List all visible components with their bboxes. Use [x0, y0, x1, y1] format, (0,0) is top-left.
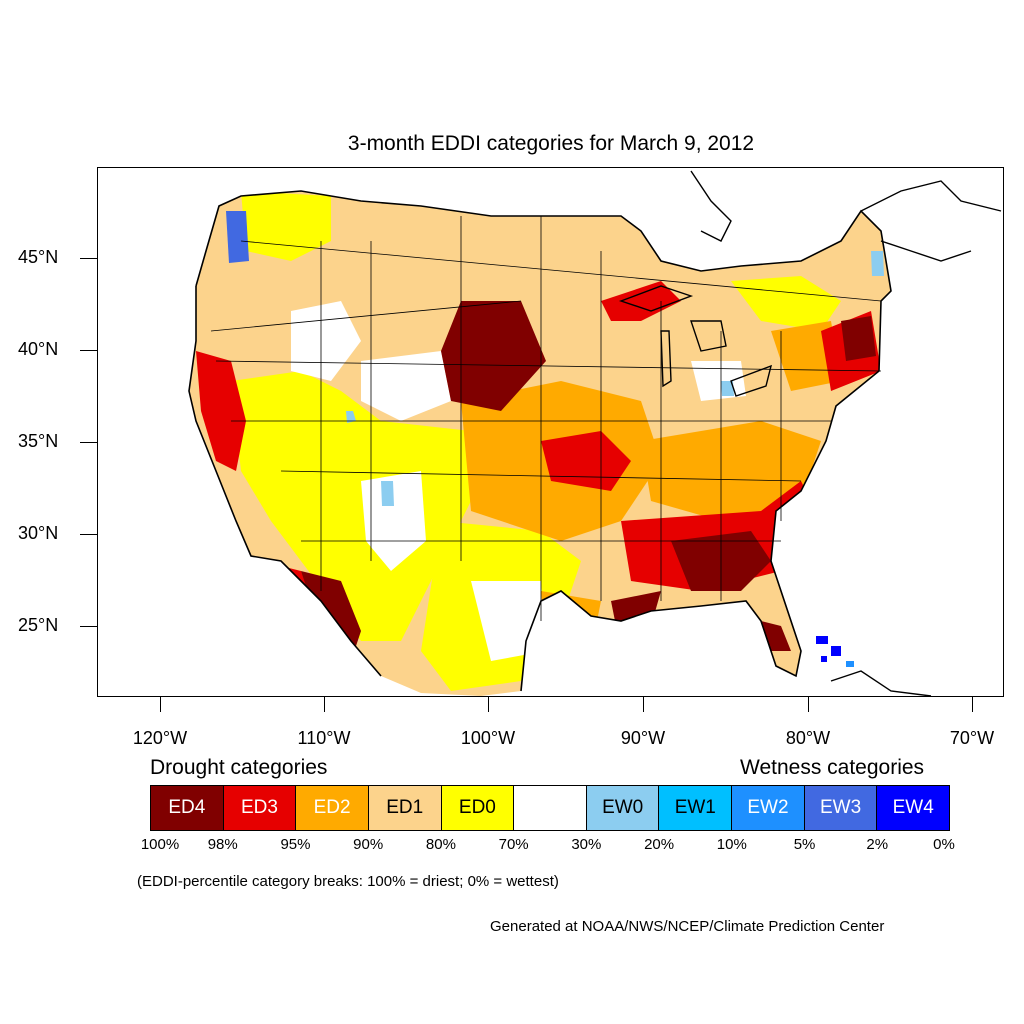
ed4-region-south-dakota — [441, 301, 546, 411]
lon-tick-120 — [160, 697, 161, 712]
lon-tick-90 — [643, 697, 644, 712]
legend-percentile-label: 20% — [644, 836, 675, 853]
legend-box-ed3: ED3 — [223, 786, 297, 830]
legend-box-ew3: EW3 — [804, 786, 878, 830]
legend-percentile-label: 10% — [716, 836, 747, 853]
legend-colorbar: ED4 ED3 ED2 ED1 ED0 EW0 EW1 EW2 EW3 EW4 — [150, 785, 950, 831]
lat-label-30: 30°N — [18, 523, 59, 543]
legend-note: (EDDI-percentile category breaks: 100% =… — [137, 873, 559, 890]
legend-percentile-label: 100% — [140, 836, 180, 853]
lon-tick-110 — [324, 697, 325, 712]
lat-label-45: 45°N — [18, 247, 59, 267]
lon-label-100: 100°W — [460, 728, 516, 748]
neutral-region-wyoming — [361, 351, 451, 421]
neutral-region-new-mexico — [361, 471, 426, 571]
legend-percentile-label: 70% — [498, 836, 529, 853]
canada-coast — [690, 170, 1002, 262]
ed0-region-west — [231, 371, 471, 641]
eddi-map — [97, 167, 1004, 697]
wetness-categories-heading: Wetness categories — [740, 756, 925, 779]
ew0-region-nevada — [346, 411, 356, 423]
legend-percentile-label: 30% — [571, 836, 602, 853]
lat-label-35: 35°N — [18, 431, 59, 451]
lat-tick-45 — [80, 258, 97, 259]
lat-label-40: 40°N — [18, 339, 59, 359]
ew0-region-michigan — [721, 381, 734, 396]
lat-tick-25 — [80, 626, 97, 627]
lon-tick-80 — [808, 697, 809, 712]
lat-tick-30 — [80, 534, 97, 535]
credit-text: Generated at NOAA/NWS/NCEP/Climate Predi… — [490, 918, 885, 935]
lon-label-70: 70°W — [949, 728, 995, 748]
lon-tick-100 — [488, 697, 489, 712]
legend-percentile-label: 98% — [207, 836, 238, 853]
drought-categories-heading: Drought categories — [150, 756, 328, 779]
lon-label-80: 80°W — [785, 728, 831, 748]
legend-box-ew2: EW2 — [732, 786, 805, 830]
legend-percentile-label: 90% — [353, 836, 384, 853]
ew0-region-canada — [871, 251, 884, 276]
lon-label-120: 120°W — [132, 728, 188, 748]
ed4-region-northeast — [841, 316, 876, 361]
state-borders — [210, 216, 882, 621]
ew0-region-new-mexico — [381, 481, 394, 506]
legend-box-ed0: ED0 — [441, 786, 515, 830]
legend-percentile-label: 80% — [425, 836, 456, 853]
legend-percentile-label: 0% — [933, 836, 955, 853]
legend-percentile-label: 95% — [280, 836, 311, 853]
great-lakes — [618, 285, 773, 397]
legend-percentile-label: 5% — [793, 836, 816, 853]
lon-tick-70 — [972, 697, 973, 712]
legend-box-ed4: ED4 — [151, 786, 224, 830]
ed3-region-plains — [541, 431, 631, 491]
ew3-region-washington — [226, 211, 249, 263]
legend-box-ew1: EW1 — [659, 786, 733, 830]
bahamas-wet-patches — [816, 636, 854, 667]
cuba-coast — [830, 670, 932, 696]
west-coastline — [188, 286, 382, 677]
lon-label-110: 110°W — [297, 728, 351, 748]
legend-box-neutral — [514, 786, 587, 830]
ed3-region-california — [196, 351, 246, 471]
legend-box-ed2: ED2 — [296, 786, 369, 830]
lon-label-90: 90°W — [620, 728, 666, 748]
legend-box-ew0: EW0 — [586, 786, 660, 830]
lat-tick-40 — [80, 350, 97, 351]
map-title: 3-month EDDI categories for March 9, 201… — [347, 132, 755, 155]
neutral-region-great-basin — [291, 301, 361, 381]
legend-box-ed1: ED1 — [368, 786, 442, 830]
lat-tick-35 — [80, 442, 97, 443]
legend-percentile-label: 2% — [866, 836, 889, 853]
legend-box-ew4: EW4 — [877, 786, 950, 830]
ed2-region-southeast — [641, 421, 821, 521]
lat-label-25: 25°N — [18, 615, 59, 635]
